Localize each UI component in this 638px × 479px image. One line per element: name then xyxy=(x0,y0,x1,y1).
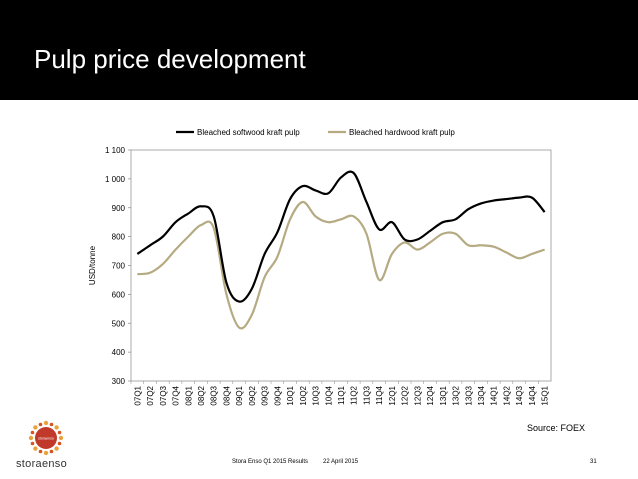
slide-title: Pulp price development xyxy=(34,44,306,74)
title-bar: Pulp price development xyxy=(0,0,638,100)
y-tick-label: 700 xyxy=(112,262,126,271)
x-tick-label: 09Q3 xyxy=(261,385,270,405)
x-tick-label: 08Q1 xyxy=(184,385,193,405)
x-tick-label: 07Q2 xyxy=(146,385,155,405)
x-tick-label: 11Q2 xyxy=(350,385,359,405)
x-tick-label: 13Q4 xyxy=(477,385,486,405)
x-tick-label: 12Q4 xyxy=(426,385,435,405)
x-tick-label: 07Q1 xyxy=(133,385,142,405)
x-tick-label: 14Q2 xyxy=(502,385,511,405)
y-tick-label: 500 xyxy=(112,319,126,328)
x-tick-label: 14Q4 xyxy=(528,385,537,405)
x-tick-label: 09Q2 xyxy=(248,385,257,405)
x-tick-label: 09Q1 xyxy=(235,385,244,405)
x-tick-label: 08Q3 xyxy=(210,385,219,405)
y-tick-label: 400 xyxy=(112,348,126,357)
source-note: Source: FOEX xyxy=(527,423,586,433)
x-tick-label: 14Q3 xyxy=(515,385,524,405)
y-tick-label: 600 xyxy=(112,290,126,299)
legend-label: Bleached hardwood kraft pulp xyxy=(349,128,455,137)
x-tick-label: 11Q3 xyxy=(362,385,371,405)
series-line-hardwood xyxy=(137,200,545,330)
plot-area xyxy=(130,149,552,382)
y-tick-label: 900 xyxy=(112,204,126,213)
y-tick-label: 1 100 xyxy=(105,146,126,155)
series-line-softwood xyxy=(136,170,546,303)
y-tick-label: 300 xyxy=(112,377,126,386)
x-tick-label: 14Q1 xyxy=(490,385,499,405)
brand-wordmark: storaenso xyxy=(16,458,68,470)
x-tick-label: 12Q3 xyxy=(413,385,422,405)
stora-enso-logo-icon: storaenso xyxy=(28,420,64,456)
x-tick-label: 13Q3 xyxy=(464,385,473,405)
y-tick-label: 1 000 xyxy=(105,175,126,184)
y-axis-label: USD/tonne xyxy=(88,245,97,285)
y-tick-label: 800 xyxy=(112,233,126,242)
x-tick-label: 07Q4 xyxy=(172,385,181,405)
x-tick-label: 12Q2 xyxy=(401,385,410,405)
x-tick-label: 10Q1 xyxy=(286,385,295,405)
x-tick-label: 12Q1 xyxy=(388,385,397,405)
footer-page-number: 31 xyxy=(590,459,597,465)
x-tick-label: 09Q4 xyxy=(273,385,282,405)
x-tick-label: 08Q2 xyxy=(197,385,206,405)
x-tick-label: 07Q3 xyxy=(159,385,168,405)
x-tick-label: 15Q1 xyxy=(541,385,550,405)
x-tick-label: 10Q2 xyxy=(299,385,308,405)
x-tick-label: 10Q3 xyxy=(312,385,321,405)
x-tick-label: 13Q2 xyxy=(452,385,461,405)
footer-company: Stora Enso Q1 2015 Results xyxy=(232,459,309,465)
footer-date: 22 April 2015 xyxy=(323,459,359,465)
x-tick-label: 11Q1 xyxy=(337,385,346,405)
x-tick-label: 08Q4 xyxy=(222,385,231,405)
x-tick-label: 10Q4 xyxy=(324,385,333,405)
logo-text: storaenso xyxy=(38,437,54,441)
x-tick-label: 11Q4 xyxy=(375,385,384,405)
x-tick-label: 13Q1 xyxy=(439,385,448,405)
legend-label: Bleached softwood kraft pulp xyxy=(197,128,300,137)
